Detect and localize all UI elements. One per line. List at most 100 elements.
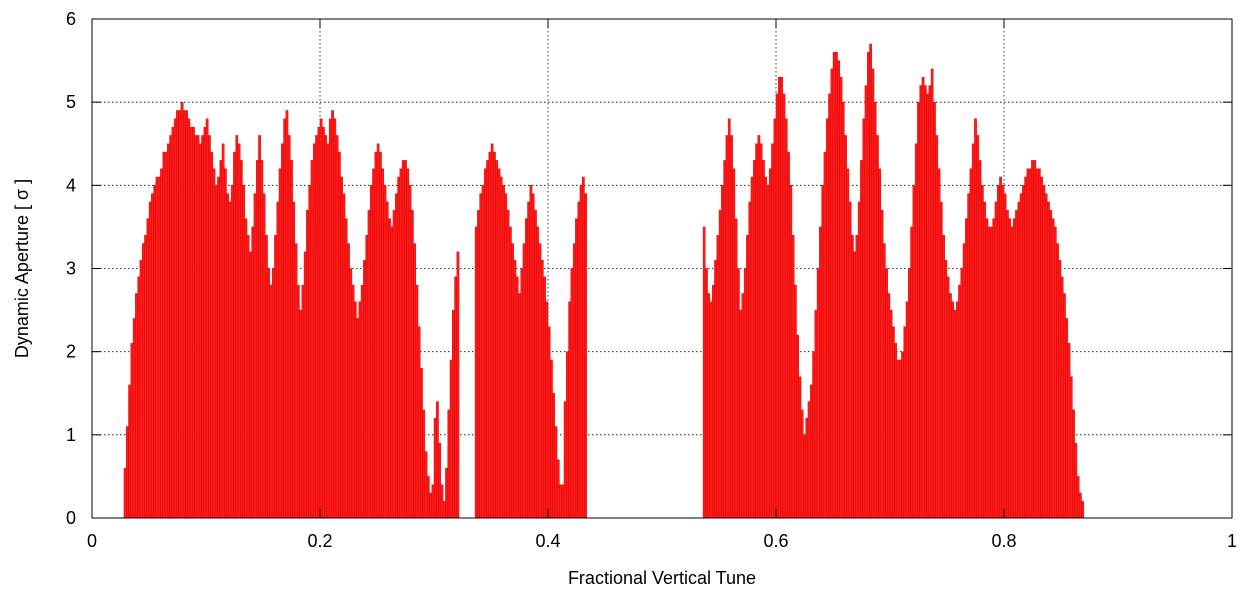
bar <box>908 268 911 519</box>
bar <box>249 251 252 519</box>
bar <box>1006 210 1009 519</box>
bar <box>1001 185 1005 519</box>
bar <box>358 301 362 519</box>
bar <box>301 284 305 519</box>
bar <box>568 301 572 519</box>
bar <box>221 143 225 519</box>
bar <box>433 418 437 519</box>
bar <box>294 243 298 519</box>
bar <box>805 418 809 519</box>
bar <box>727 118 731 519</box>
bar <box>258 135 261 519</box>
bar <box>1053 226 1057 519</box>
bar <box>338 151 341 519</box>
bar <box>1017 201 1021 519</box>
bar <box>442 501 446 519</box>
bar <box>445 467 448 519</box>
bar <box>509 226 512 519</box>
bar <box>139 259 143 519</box>
bar <box>271 268 275 519</box>
bar <box>269 284 273 519</box>
bar <box>800 409 804 519</box>
bar <box>846 168 850 519</box>
bar <box>160 168 163 519</box>
bar <box>705 268 708 519</box>
bar <box>853 251 857 519</box>
bar <box>449 359 453 519</box>
bar <box>299 309 302 519</box>
bar <box>379 151 382 519</box>
bar <box>1049 210 1053 519</box>
bar <box>196 135 200 519</box>
bar <box>303 251 307 519</box>
bar <box>1019 193 1023 519</box>
bar <box>383 185 387 519</box>
bar <box>529 185 533 519</box>
bar <box>871 68 875 519</box>
bar <box>244 218 248 519</box>
bar <box>582 176 585 519</box>
bar <box>306 210 309 519</box>
bar <box>1042 185 1046 519</box>
bar <box>369 185 373 519</box>
bar <box>342 193 346 519</box>
bar <box>135 293 138 519</box>
bar <box>456 251 460 519</box>
bar <box>730 135 733 519</box>
bar <box>486 160 489 519</box>
x-tick-label: 0.6 <box>763 531 788 551</box>
bar <box>182 110 186 519</box>
bar <box>862 118 866 519</box>
bar <box>297 284 300 519</box>
bar <box>739 309 743 519</box>
bar <box>388 218 391 519</box>
bar <box>488 151 492 519</box>
bar <box>1072 409 1075 519</box>
bar <box>132 318 136 519</box>
bar <box>933 101 936 519</box>
bar <box>354 301 357 519</box>
bar <box>287 135 291 519</box>
bar <box>208 135 211 519</box>
bar <box>1040 176 1043 519</box>
bar <box>887 293 891 519</box>
bar <box>1003 193 1007 519</box>
bar <box>757 135 761 519</box>
bar <box>540 259 544 519</box>
bar <box>768 168 772 519</box>
bar <box>164 151 168 519</box>
bar <box>759 143 763 519</box>
bar <box>782 93 786 519</box>
bar <box>440 484 444 519</box>
bar <box>1008 218 1012 519</box>
bar <box>527 201 530 519</box>
bar <box>848 201 852 519</box>
bar <box>575 218 578 519</box>
bar <box>203 126 207 519</box>
bar <box>404 160 407 519</box>
bar <box>477 210 480 519</box>
bar <box>151 193 154 519</box>
bar <box>711 284 715 519</box>
y-tick-label: 3 <box>66 259 76 279</box>
bar <box>1076 476 1080 519</box>
bar <box>385 201 389 519</box>
bar <box>513 259 517 519</box>
bar <box>755 143 758 519</box>
bar <box>917 101 920 519</box>
bar <box>867 52 870 519</box>
bar <box>550 359 553 519</box>
bar <box>896 359 900 519</box>
bar <box>230 185 234 519</box>
bar <box>365 235 369 519</box>
bar <box>1060 276 1064 519</box>
bar <box>718 210 722 519</box>
bar <box>363 259 366 519</box>
bar <box>990 226 993 519</box>
bar <box>1010 226 1014 519</box>
x-tick-label: 0.2 <box>307 531 332 551</box>
x-tick-label: 0.8 <box>991 531 1016 551</box>
bar <box>949 293 952 519</box>
bar <box>584 193 587 519</box>
